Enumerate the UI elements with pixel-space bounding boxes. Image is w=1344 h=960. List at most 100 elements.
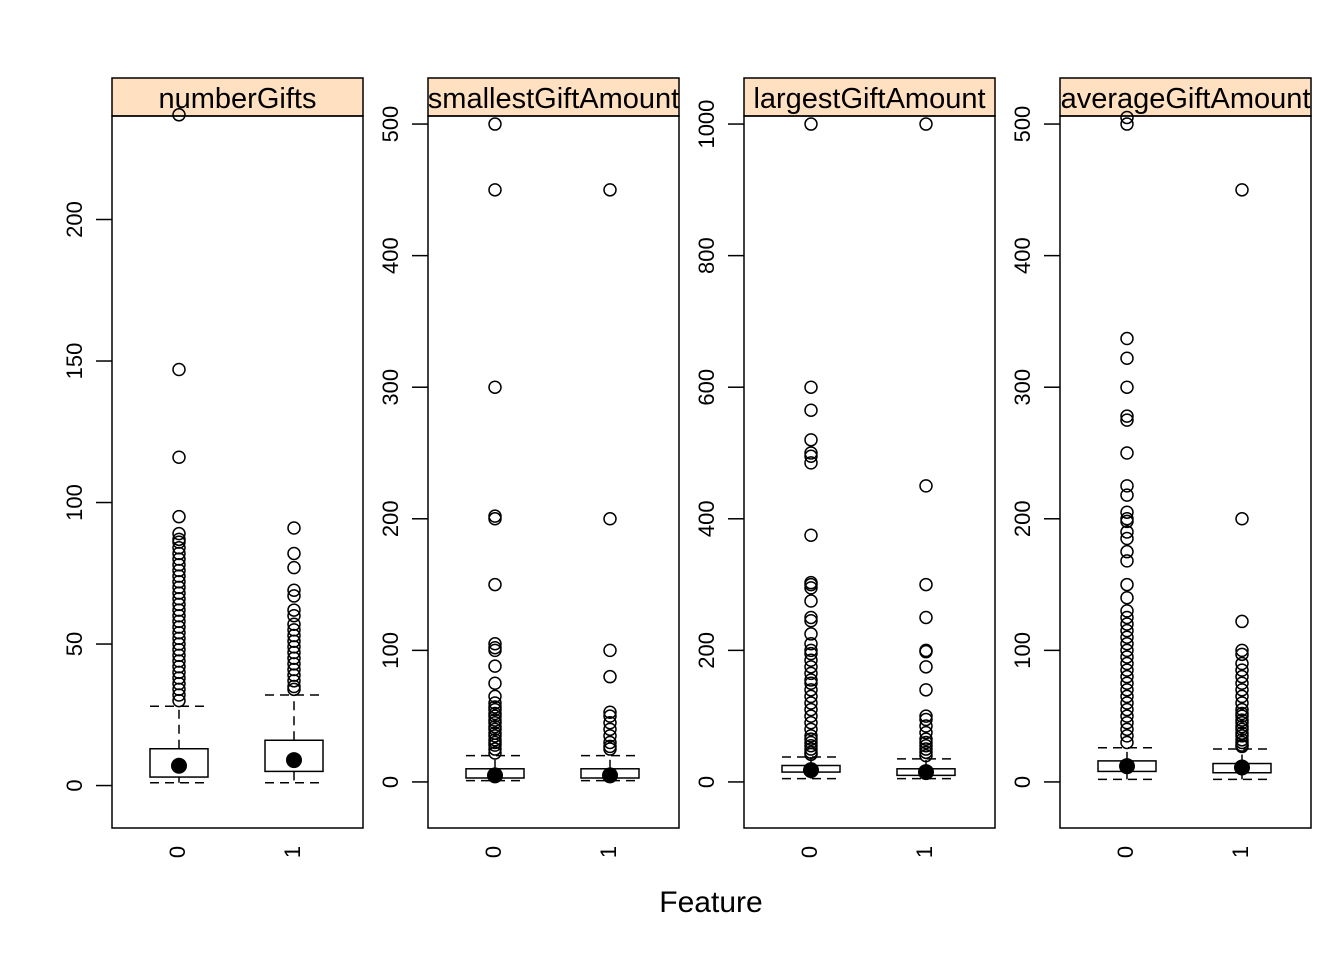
outlier-point: [804, 446, 818, 460]
outlier-point: [172, 450, 186, 464]
panel-content: largestGiftAmount: [753, 83, 986, 781]
y-axis: 0 50 100 150 200: [62, 201, 112, 792]
outlier-point: [1120, 577, 1134, 592]
outlier-point: [287, 603, 301, 617]
outlier-point: [603, 742, 617, 756]
panel-content: averageGiftAmount: [1061, 83, 1310, 781]
outlier-point: [603, 735, 617, 750]
outlier-point: [804, 742, 818, 756]
outlier-point: [488, 183, 502, 197]
outlier-point: [804, 747, 818, 762]
y-tick-label: 100: [378, 632, 403, 669]
outlier-point: [804, 433, 818, 447]
outlier-point: [1235, 643, 1249, 658]
plot-frame: [111, 115, 364, 829]
outlier-point: [919, 644, 933, 659]
outlier-point: [1120, 650, 1134, 664]
y-tick-label: 400: [1010, 237, 1035, 274]
outlier-point: [1120, 623, 1134, 638]
y-tick-label: 100: [62, 484, 87, 521]
outlier-point: [804, 683, 818, 697]
outlier-point: [488, 676, 502, 691]
outlier-point: [1235, 715, 1249, 730]
outlier-point: [172, 693, 186, 708]
outlier-point: [172, 108, 186, 122]
outlier-point: [804, 380, 818, 394]
outlier-point: [287, 560, 301, 575]
y-tick-label: 600: [694, 369, 719, 406]
y-axis: 0 100 200 300 400 500: [1010, 106, 1060, 788]
y-tick-label: 0: [378, 776, 403, 788]
strip-background: [427, 77, 680, 117]
outlier-point: [1120, 525, 1134, 539]
y-tick-label: 200: [62, 201, 87, 238]
outlier-point: [804, 729, 818, 743]
outlier-point: [804, 709, 818, 723]
outlier-point: [1235, 669, 1249, 684]
outlier-point: [804, 702, 818, 717]
strip-background: [1059, 77, 1312, 117]
median-dot: [171, 757, 187, 774]
y-tick-label: 1000: [694, 100, 719, 149]
outlier-point: [804, 581, 818, 595]
outlier-point: [1235, 614, 1249, 629]
outlier-point: [488, 742, 502, 756]
outlier-point: [804, 739, 818, 753]
outlier-point: [804, 653, 818, 667]
outlier-point: [919, 745, 933, 760]
outlier-point: [804, 577, 818, 592]
x-tick-label: 1: [912, 846, 937, 858]
median-dot: [602, 767, 618, 784]
box-group-0: [781, 117, 841, 780]
outlier-point: [919, 479, 933, 493]
outlier-point: [919, 709, 933, 723]
outlier-point: [1235, 689, 1249, 704]
outlier-point: [488, 577, 502, 592]
y-tick-label: 800: [694, 237, 719, 274]
outlier-point: [804, 660, 818, 674]
outlier-point: [1120, 709, 1134, 723]
outlier-point: [1235, 696, 1249, 710]
outlier-point: [1235, 676, 1249, 691]
outlier-point: [1120, 554, 1134, 568]
outlier-point: [804, 610, 818, 625]
outlier-point: [919, 725, 933, 740]
y-tick-label: 300: [378, 369, 403, 406]
outlier-point: [919, 739, 933, 753]
outlier-point: [488, 659, 502, 673]
box-group-1: [264, 521, 324, 784]
median-dot: [918, 764, 934, 781]
outlier-point: [804, 676, 818, 691]
outlier-point: [603, 705, 617, 719]
outlier-point: [1120, 702, 1134, 717]
outlier-point: [172, 526, 186, 541]
outlier-point: [1235, 183, 1249, 197]
outlier-point: [603, 729, 617, 743]
outlier-point: [1235, 683, 1249, 697]
outlier-point: [919, 719, 933, 733]
median-dot: [1234, 759, 1250, 776]
outlier-point: [1120, 117, 1134, 131]
outlier-point: [1120, 479, 1134, 493]
outlier-point: [1120, 110, 1134, 125]
outlier-point: [1120, 380, 1134, 394]
outlier-point: [488, 696, 502, 710]
outlier-point: [1120, 637, 1134, 651]
panel-numberGifts: numberGifts 0 50 100 150 200 0 1: [62, 77, 364, 858]
outlier-point: [488, 722, 502, 737]
outlier-point: [919, 732, 933, 746]
outlier-point: [919, 577, 933, 592]
outlier-point: [804, 715, 818, 730]
outlier-point: [1120, 531, 1134, 546]
y-tick-label: 400: [378, 237, 403, 274]
outlier-point: [804, 666, 818, 681]
outlier-point: [804, 673, 818, 687]
outlier-point: [488, 509, 502, 523]
outlier-point: [919, 610, 933, 625]
outlier-point: [804, 528, 818, 542]
outlier-point: [488, 643, 502, 658]
y-axis: 0 200 400 600 800 1000: [694, 100, 744, 788]
outlier-point: [804, 117, 818, 131]
outlier-point: [1120, 331, 1134, 346]
